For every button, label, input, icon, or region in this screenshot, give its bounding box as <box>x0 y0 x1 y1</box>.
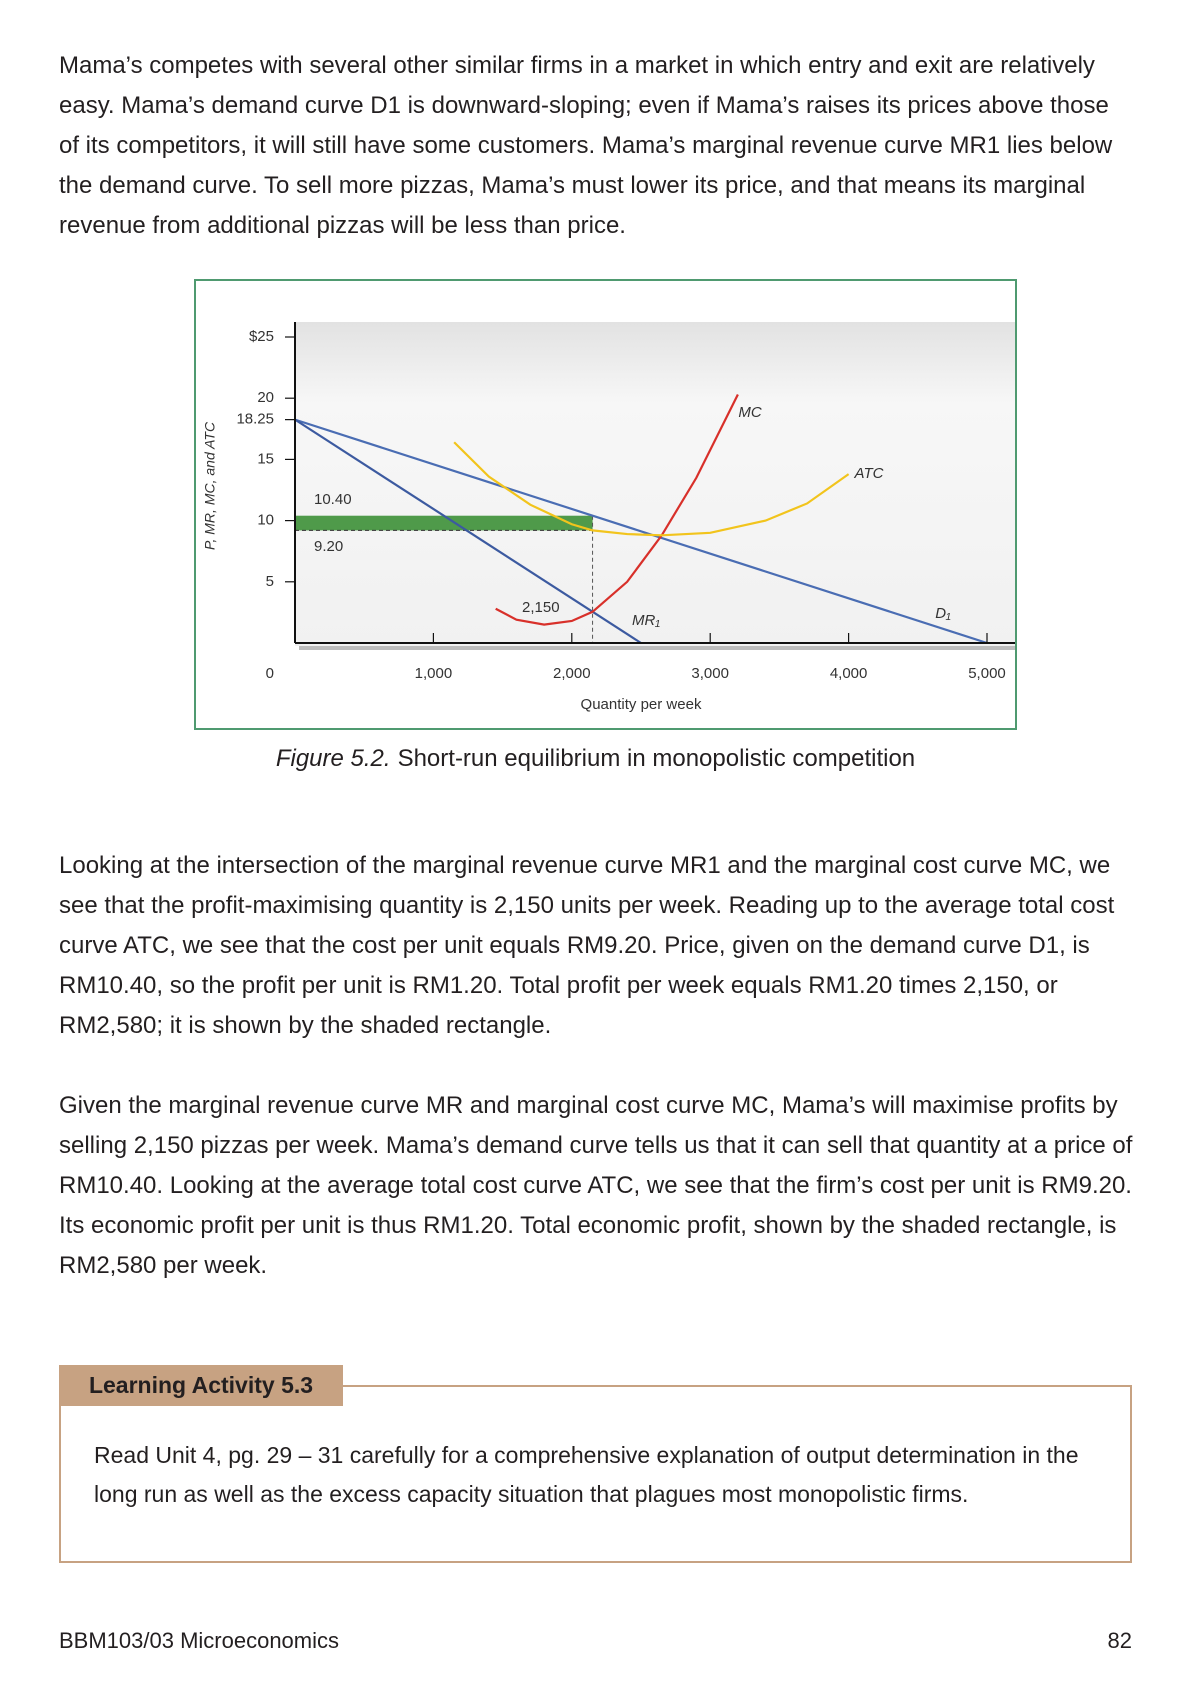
activity-box <box>59 1385 1132 1563</box>
paragraph: Given the marginal revenue curve MR and … <box>59 1092 1133 1279</box>
caption: Figure 5.2. Short-run equilibrium in mono… <box>0 745 1191 773</box>
activity-title: Learning Activity 5.3 <box>59 1365 343 1406</box>
y-axis-label: P, MR, MC, and ATC <box>202 421 218 550</box>
curve <box>453 441 850 537</box>
y-tick-label: 18.25 <box>236 411 274 428</box>
x-tick-label: 3,000 <box>691 665 729 682</box>
y-tick-label: 0 <box>266 665 274 682</box>
curve <box>495 394 739 626</box>
caption-text: Short-run equilibrium in monopolistic co… <box>397 745 916 772</box>
curve-label: MR₁ <box>632 612 660 629</box>
activity-text: Read Unit 4, pg. 29 – 31 carefully for a… <box>94 1442 1079 1507</box>
y-tick-label: 15 <box>257 450 274 467</box>
paragraph: Mama’s competes with several other simil… <box>59 52 1113 239</box>
caption-label: Figure 5.2. <box>275 745 391 772</box>
y-tick-label: 5 <box>266 573 274 590</box>
curve-label: D₁ <box>935 605 951 622</box>
y-tick-label: $25 <box>249 328 274 345</box>
curve <box>294 418 642 644</box>
annotation-label: 10.40 <box>314 491 352 508</box>
x-tick-label: 4,000 <box>830 665 868 682</box>
plot-panel <box>295 322 1015 646</box>
profit-area <box>295 515 593 531</box>
curve-label: MC <box>738 404 761 421</box>
x-tick-label: 5,000 <box>968 665 1006 682</box>
curve-label: ATC <box>854 465 884 482</box>
annotation-label: 2,150 <box>522 599 560 616</box>
x-axis-label: Quantity per week <box>581 696 702 713</box>
chart: 10.40 9.20 2,150 D₁ MR₁ MC ATC $25 20 18.25 15 10 5 0… <box>202 322 1015 713</box>
page-number: 82 <box>1107 1628 1132 1653</box>
y-tick-label: 10 <box>257 512 274 529</box>
footer-course: BBM103/03 Microeconomics <box>59 1628 340 1653</box>
curve <box>294 418 988 645</box>
x-tick-label: 1,000 <box>415 665 453 682</box>
paragraph: Looking at the intersection of the margi… <box>59 852 1115 1039</box>
figure: 10.40 9.20 2,150 D₁ MR₁ MC ATC $25 20 18.25 15 10 5 0… <box>194 279 1017 730</box>
x-tick-label: 2,000 <box>553 665 591 682</box>
annotation-label: 9.20 <box>314 538 343 555</box>
y-tick-label: 20 <box>257 389 274 406</box>
